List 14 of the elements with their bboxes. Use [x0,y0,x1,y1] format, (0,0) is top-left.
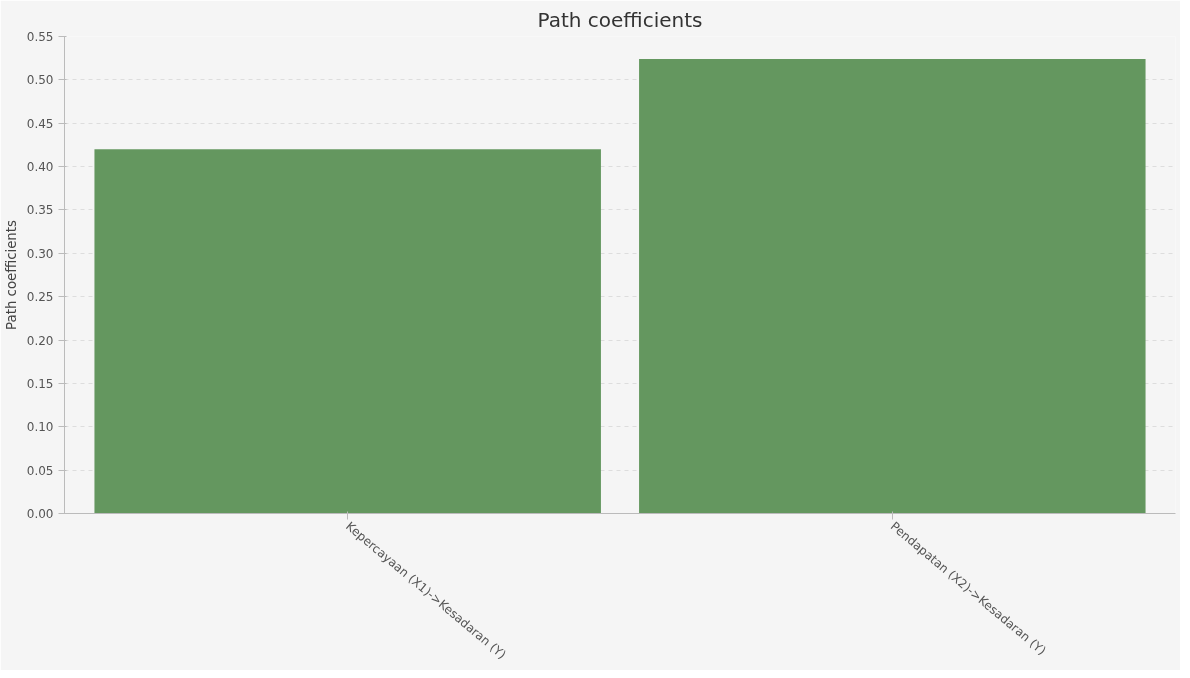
y-tick-label: 0.05 [26,463,54,478]
y-tick-label: 0.45 [26,116,54,131]
y-tick-label: 0.50 [26,73,54,88]
y-tick-label: 0.40 [26,160,54,175]
y-tick-label: 0.15 [26,376,54,391]
y-tick-label: 0.30 [26,246,54,261]
y-tick-label: 0.55 [26,30,54,44]
y-tick-label: 0.25 [26,290,54,305]
y-tick-label: 0.00 [26,507,54,521]
chart-title: Path coefficients [537,7,703,32]
y-tick-label: 0.10 [26,420,54,435]
y-tick-label: 0.20 [26,333,54,348]
y-axis-title: Path coefficients [3,219,19,330]
y-tick-label: 0.35 [26,203,54,218]
